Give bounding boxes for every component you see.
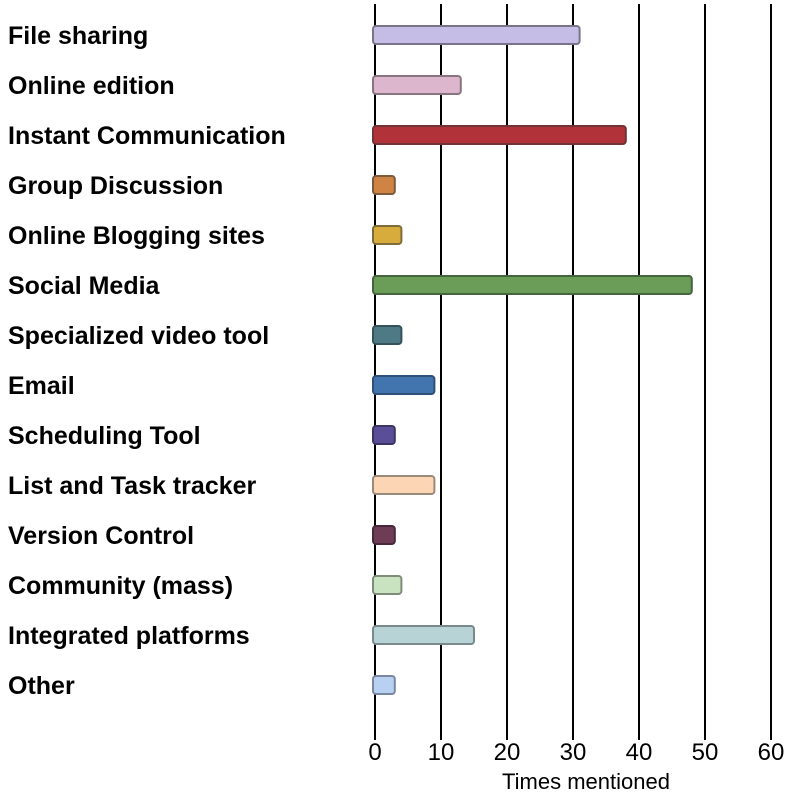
category-label: Group Discussion bbox=[8, 172, 223, 200]
category-label: Online Blogging sites bbox=[8, 222, 265, 250]
category-label: Instant Communication bbox=[8, 122, 286, 150]
bar bbox=[372, 175, 396, 195]
bar bbox=[372, 675, 396, 695]
x-tick-label: 20 bbox=[494, 739, 521, 766]
bar bbox=[372, 525, 396, 545]
category-label: Email bbox=[8, 372, 75, 400]
category-label: Community (mass) bbox=[8, 572, 233, 600]
category-label: Scheduling Tool bbox=[8, 422, 201, 450]
category-label: List and Task tracker bbox=[8, 472, 257, 500]
bar bbox=[372, 325, 403, 345]
bar bbox=[372, 25, 581, 45]
bar bbox=[372, 375, 436, 395]
category-label: Social Media bbox=[8, 272, 161, 300]
x-tick-label: 30 bbox=[560, 739, 587, 766]
x-tick-label: 60 bbox=[758, 739, 785, 766]
bar bbox=[372, 75, 462, 95]
category-label: Online edition bbox=[8, 72, 175, 100]
bar bbox=[372, 475, 436, 495]
category-label: Version Control bbox=[8, 522, 194, 550]
x-tick-label: 40 bbox=[626, 739, 653, 766]
category-labels: File sharing Online edition Instant Commun… bbox=[8, 22, 286, 700]
category-label: Specialized video tool bbox=[8, 322, 269, 350]
bar bbox=[372, 125, 627, 145]
x-tick-labels: 0 10 20 30 40 50 60 bbox=[368, 739, 784, 766]
bar bbox=[372, 425, 396, 445]
bars bbox=[372, 25, 693, 695]
category-label: Integrated platforms bbox=[8, 622, 250, 650]
category-label: File sharing bbox=[8, 22, 148, 50]
x-tick-label: 0 bbox=[368, 739, 381, 766]
x-axis-title: Times mentioned bbox=[502, 769, 670, 794]
bar bbox=[372, 625, 475, 645]
bar bbox=[372, 275, 693, 295]
x-tick-label: 50 bbox=[692, 739, 719, 766]
bar bbox=[372, 225, 403, 245]
category-label: Other bbox=[8, 672, 75, 700]
x-tick-label: 10 bbox=[428, 739, 455, 766]
bar bbox=[372, 575, 403, 595]
